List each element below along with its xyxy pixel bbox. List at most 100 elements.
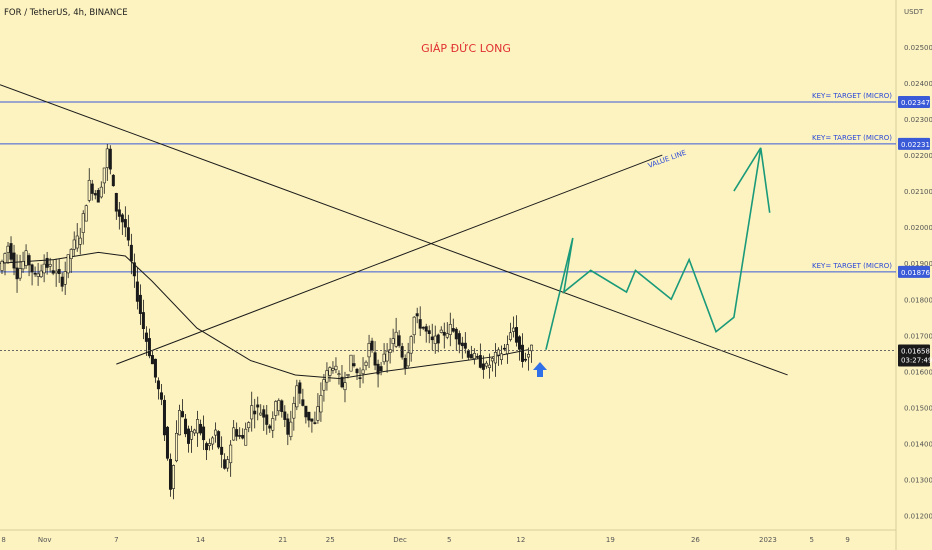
candle-body (457, 333, 461, 345)
target-label: KEY= TARGET (MICRO) (812, 134, 892, 142)
y-tick-label: 0.01200 (904, 513, 932, 521)
y-tick-label: 0.02100 (904, 188, 932, 196)
x-tick-label: 26 (691, 536, 700, 544)
x-tick-label: 21 (278, 536, 287, 544)
candle-body (187, 428, 191, 444)
candle-body (505, 344, 509, 354)
candle-body (466, 350, 470, 358)
candle-body (427, 330, 431, 334)
trendline-value-line (116, 154, 663, 365)
x-tick-label: 25 (326, 536, 335, 544)
candle-body (105, 148, 109, 168)
candle-body (286, 418, 290, 435)
candle-body (108, 148, 112, 170)
candle-body (223, 459, 227, 469)
candle-body (319, 395, 323, 413)
candle-body (78, 237, 82, 245)
candle-body (265, 414, 269, 425)
candle-body (250, 405, 254, 420)
candle-body (277, 400, 281, 412)
candle-body (18, 268, 22, 279)
candle-body (196, 419, 200, 434)
x-tick-label: 9 (845, 536, 849, 544)
candle-body (0, 261, 4, 271)
candle-body (147, 338, 151, 357)
candle-body (304, 405, 308, 418)
candle-body (39, 270, 43, 278)
candle-body (448, 324, 452, 335)
candle-body (487, 364, 491, 368)
candle-body (214, 429, 218, 436)
candle-body (193, 429, 197, 434)
candle-body (340, 376, 344, 388)
candle-body (307, 411, 311, 421)
y-tick-label: 0.02200 (904, 152, 932, 160)
candle-body (199, 423, 203, 434)
candle-body (162, 399, 166, 436)
candle-body (63, 271, 67, 285)
candle-body (132, 262, 136, 277)
candle-body (153, 358, 157, 378)
candle-body (355, 368, 359, 374)
x-tick-label: 5 (447, 536, 451, 544)
candle-body (72, 239, 76, 250)
candle-body (232, 427, 236, 441)
candle-body (349, 354, 353, 372)
candle-body (343, 382, 347, 391)
candle-body (289, 421, 293, 437)
candle-body (235, 429, 239, 437)
up-arrow-icon (533, 362, 547, 377)
candle-body (346, 373, 350, 376)
candle-body (184, 418, 188, 435)
x-tick-label: 8 (1, 536, 5, 544)
candle-body (502, 347, 506, 350)
y-tick-label: 0.02500 (904, 44, 932, 52)
current-price-badge (898, 344, 930, 367)
candle-body (436, 334, 440, 344)
candle-body (415, 313, 419, 317)
candle-body (60, 276, 64, 287)
candle-body (135, 281, 139, 302)
candle-body (202, 426, 206, 441)
candle-body (361, 369, 365, 375)
candle-body (141, 312, 145, 330)
candle-body (484, 362, 488, 367)
candle-body (190, 431, 194, 440)
projection-path (545, 147, 771, 350)
y-tick-label: 0.02000 (904, 224, 932, 232)
candle-body (472, 353, 476, 359)
candle-body (66, 254, 70, 274)
candle-body (530, 344, 534, 352)
candle-body (90, 183, 94, 194)
countdown-value: 03:27:49 (901, 356, 932, 364)
trendlines (0, 84, 788, 376)
candle-body (111, 174, 115, 187)
candle-body (310, 418, 314, 422)
candle-body (337, 373, 341, 376)
candle-body (313, 422, 317, 424)
candle-body (490, 358, 494, 362)
currency-label: USDT (904, 8, 924, 16)
x-tick-label: 7 (114, 536, 118, 544)
candle-body (220, 446, 224, 455)
x-tick-label: 2023 (759, 536, 777, 544)
candle-body (520, 344, 524, 362)
candle-body (451, 328, 455, 332)
candle-body (144, 332, 148, 342)
candle-body (301, 399, 305, 406)
candle-body (81, 213, 85, 233)
symbol-title: FOR / TetherUS, 4h, BINANCE (4, 8, 128, 18)
candle-body (129, 244, 133, 262)
candle-body (93, 193, 97, 196)
candle-body (469, 354, 473, 359)
candle-body (12, 252, 16, 269)
target-levels: KEY= TARGET (MICRO) 0.02347 KEY= TARGET (M… (0, 92, 930, 278)
candle-body (57, 269, 61, 275)
candle-body (391, 338, 395, 344)
candle-body (42, 263, 46, 274)
candle-body (256, 404, 260, 408)
target-label: KEY= TARGET (MICRO) (812, 262, 892, 270)
candle-body (292, 403, 296, 419)
